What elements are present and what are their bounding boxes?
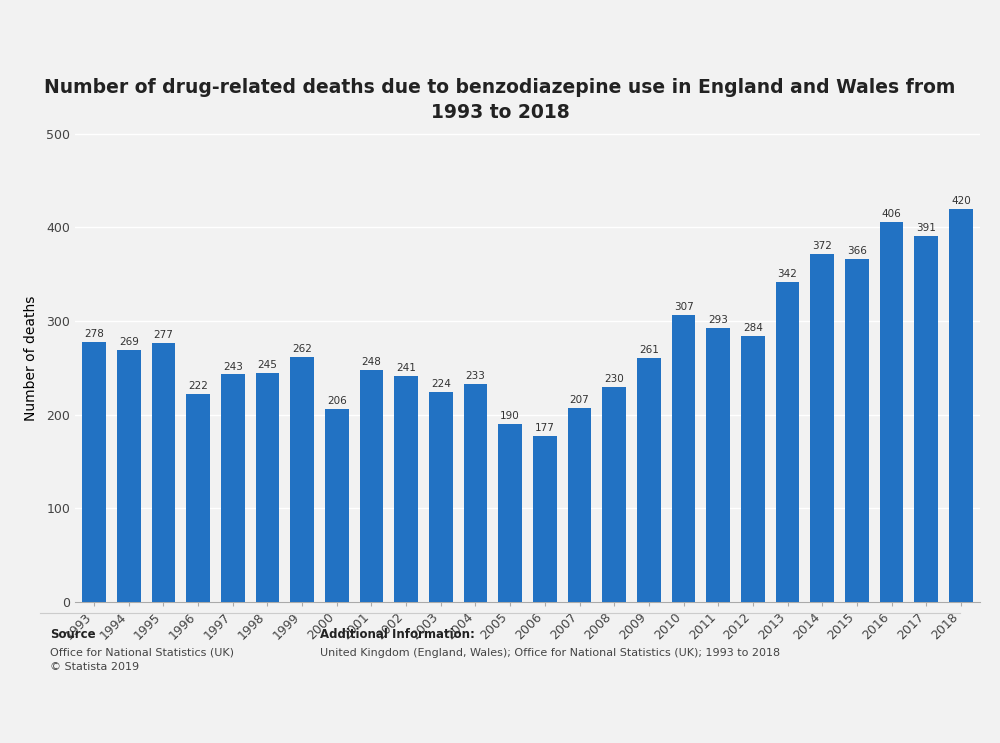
Text: 224: 224 (431, 380, 451, 389)
Text: Additional Information:: Additional Information: (320, 628, 475, 640)
Bar (568, 408, 591, 602)
Text: Source: Source (50, 628, 96, 640)
Text: Office for National Statistics (UK)
© Statista 2019: Office for National Statistics (UK) © St… (50, 648, 234, 672)
Bar (672, 314, 695, 602)
Text: 245: 245 (258, 360, 277, 370)
Text: 391: 391 (916, 223, 936, 233)
Bar (533, 436, 557, 602)
Bar (498, 424, 522, 602)
Bar (429, 392, 453, 602)
Bar (810, 253, 834, 602)
Text: 190: 190 (500, 411, 520, 421)
Text: 342: 342 (778, 269, 797, 279)
Text: 284: 284 (743, 323, 763, 333)
Text: 293: 293 (708, 315, 728, 325)
Bar (880, 222, 903, 602)
Text: 366: 366 (847, 247, 867, 256)
Bar (221, 374, 245, 602)
Text: 222: 222 (188, 381, 208, 392)
Text: 372: 372 (812, 241, 832, 251)
Bar (949, 209, 973, 602)
Text: 241: 241 (396, 363, 416, 374)
Text: 261: 261 (639, 345, 659, 354)
Bar (394, 376, 418, 602)
Bar (464, 384, 487, 602)
Text: United Kingdom (England, Wales); Office for National Statistics (UK); 1993 to 20: United Kingdom (England, Wales); Office … (320, 648, 780, 658)
Bar (602, 386, 626, 602)
Bar (706, 328, 730, 602)
Bar (360, 370, 383, 602)
Bar (290, 357, 314, 602)
Text: 269: 269 (119, 337, 139, 347)
Text: 307: 307 (674, 302, 693, 312)
Bar (117, 350, 141, 602)
Bar (256, 372, 279, 602)
Bar (637, 357, 661, 602)
Text: 406: 406 (882, 209, 901, 219)
Bar (152, 343, 175, 602)
Bar (776, 282, 799, 602)
Text: Number of drug-related deaths due to benzodiazepine use in England and Wales fro: Number of drug-related deaths due to ben… (44, 78, 956, 122)
Text: 262: 262 (292, 344, 312, 354)
Text: 420: 420 (951, 196, 971, 206)
Bar (845, 259, 869, 602)
Text: 278: 278 (84, 329, 104, 339)
Text: 233: 233 (466, 371, 485, 381)
Text: 177: 177 (535, 424, 555, 433)
Text: 207: 207 (570, 395, 589, 405)
Bar (82, 342, 106, 602)
Bar (741, 336, 765, 602)
Text: 206: 206 (327, 396, 347, 406)
Y-axis label: Number of deaths: Number of deaths (24, 296, 38, 421)
Bar (914, 236, 938, 602)
Text: 243: 243 (223, 362, 243, 372)
Text: 248: 248 (362, 357, 381, 367)
Text: 277: 277 (153, 330, 173, 340)
Bar (325, 409, 349, 602)
Bar (186, 394, 210, 602)
Text: 230: 230 (604, 374, 624, 384)
